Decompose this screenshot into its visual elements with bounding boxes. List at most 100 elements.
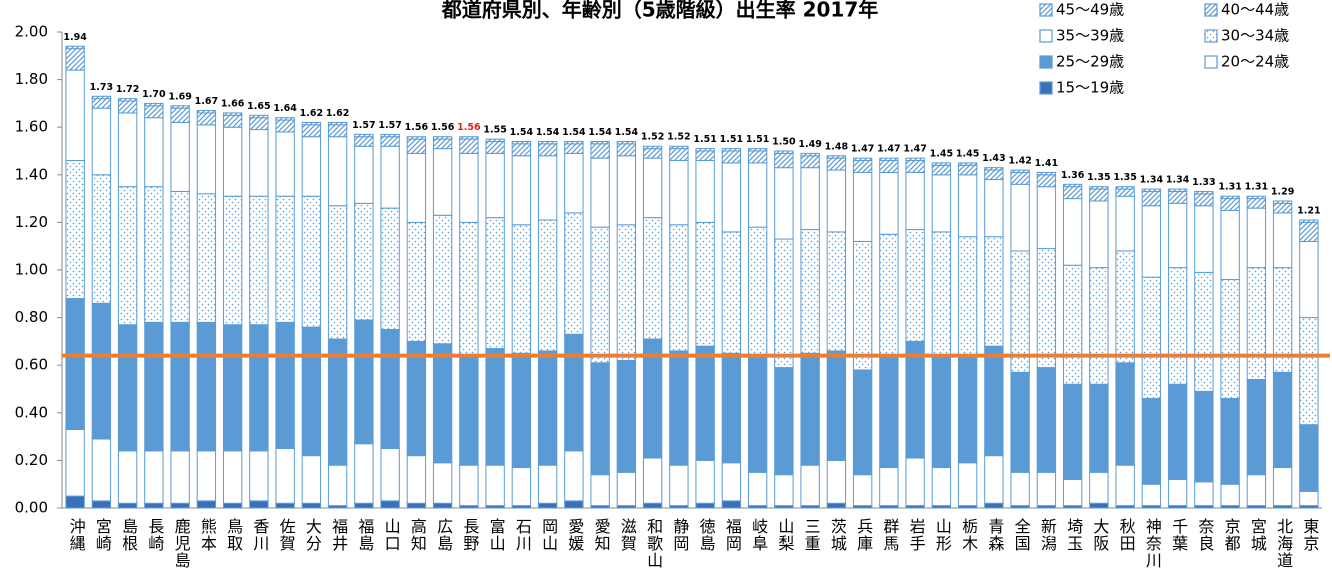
x-tick-label: 秋田 bbox=[1117, 518, 1136, 552]
bar-segment bbox=[905, 157, 925, 162]
bar-segment bbox=[616, 224, 637, 361]
y-tick-label: 1.60 bbox=[15, 118, 48, 136]
bar-segment bbox=[432, 462, 453, 504]
bar-segment bbox=[1220, 398, 1240, 485]
x-tick-label: 鳥取 bbox=[224, 518, 243, 552]
bar-segment bbox=[1115, 464, 1135, 507]
total-label: 1.62 bbox=[300, 108, 323, 119]
bar-segment bbox=[249, 117, 269, 131]
bar-segment bbox=[196, 321, 217, 452]
bar-segment bbox=[1010, 169, 1030, 173]
bar-segment bbox=[65, 69, 85, 162]
total-label: 1.64 bbox=[273, 103, 297, 114]
bar-segment bbox=[616, 359, 637, 473]
bar-segment bbox=[1010, 371, 1030, 473]
bar-segment bbox=[170, 190, 190, 323]
bar-segment bbox=[1089, 188, 1109, 202]
bar-segment bbox=[406, 221, 427, 342]
x-tick-label: 京都 bbox=[1222, 518, 1241, 552]
x-tick-label: 宮城 bbox=[1248, 518, 1267, 552]
bar-segment bbox=[380, 145, 400, 209]
bar-segment bbox=[117, 450, 138, 504]
bar-segment bbox=[984, 345, 1004, 457]
bar-segment bbox=[957, 355, 978, 464]
bar-segment bbox=[354, 319, 374, 445]
bar-segment bbox=[380, 448, 400, 502]
bar-segment bbox=[931, 162, 952, 166]
bar-segment bbox=[774, 474, 794, 507]
bar-segment bbox=[1115, 250, 1135, 364]
bar-segment bbox=[1194, 390, 1214, 483]
legend-label: 30〜34歳 bbox=[1221, 27, 1289, 45]
bar-segment bbox=[91, 95, 112, 100]
bar-segment bbox=[1299, 490, 1319, 507]
x-tick-label: 兵庫 bbox=[854, 518, 873, 552]
x-tick-label: 埼玉 bbox=[1064, 518, 1083, 552]
bar-segment bbox=[380, 133, 400, 138]
bar-segment bbox=[511, 143, 532, 157]
x-tick-label: 広島 bbox=[434, 518, 453, 552]
bar-segment bbox=[826, 157, 847, 171]
legend-label: 45〜49歳 bbox=[1056, 1, 1124, 19]
legend-label: 20〜24歳 bbox=[1221, 53, 1289, 71]
x-tick-label: 全国 bbox=[1012, 518, 1031, 552]
bar-segment bbox=[196, 450, 217, 502]
total-label: 1.54 bbox=[536, 127, 560, 138]
bar-segment bbox=[669, 160, 689, 226]
bar-segment bbox=[852, 157, 873, 162]
bar-segment bbox=[800, 152, 820, 157]
y-tick-label: 0.20 bbox=[15, 451, 48, 469]
bar-segment bbox=[1220, 483, 1240, 507]
bar-segment bbox=[196, 500, 217, 509]
bar-segment bbox=[852, 160, 873, 173]
total-label: 1.62 bbox=[326, 108, 349, 119]
total-label: 1.33 bbox=[1192, 177, 1215, 188]
bar-segment bbox=[1299, 221, 1319, 242]
bar-segment bbox=[1246, 378, 1267, 476]
bar-segment bbox=[642, 217, 663, 340]
x-tick-label: 福井 bbox=[329, 518, 348, 552]
bar-segment bbox=[301, 124, 322, 138]
x-tick-label: 岡山 bbox=[539, 518, 558, 552]
bar-segment bbox=[301, 136, 322, 197]
bar-segment bbox=[852, 474, 873, 507]
bar-segment bbox=[275, 131, 295, 197]
total-label: 1.47 bbox=[903, 144, 926, 155]
bar-segment bbox=[721, 462, 742, 502]
bar-segment bbox=[485, 140, 505, 154]
bar-segment bbox=[1194, 190, 1214, 195]
bar-segment bbox=[537, 143, 558, 157]
bar-segment bbox=[800, 464, 820, 507]
bar-segment bbox=[222, 324, 243, 452]
x-tick-label: 神奈川 bbox=[1143, 518, 1162, 569]
total-label: 1.54 bbox=[510, 127, 534, 138]
bar-segment bbox=[695, 221, 715, 347]
bar-segment bbox=[1010, 171, 1030, 185]
total-label: 1.54 bbox=[615, 127, 639, 138]
bar-segment bbox=[957, 236, 978, 357]
total-label: 1.35 bbox=[1087, 172, 1110, 183]
bar-segment bbox=[511, 352, 532, 469]
bar-segment bbox=[275, 195, 295, 323]
x-tick-label: 静岡 bbox=[670, 518, 689, 552]
bar-segment bbox=[432, 502, 453, 509]
bar-segment bbox=[144, 117, 164, 188]
bar-segment bbox=[1167, 190, 1188, 204]
bar-segment bbox=[249, 450, 269, 502]
bar-segment bbox=[931, 174, 952, 233]
bar-segment bbox=[144, 105, 164, 119]
bar-segment bbox=[984, 167, 1004, 171]
legend-swatch bbox=[1039, 55, 1053, 69]
bar-segment bbox=[1036, 171, 1057, 176]
total-label: 1.48 bbox=[825, 141, 849, 152]
bar-segment bbox=[65, 298, 85, 430]
x-tick-label: 大分 bbox=[303, 518, 322, 552]
bar-segment bbox=[957, 174, 978, 238]
x-tick-label: 山梨 bbox=[775, 518, 794, 552]
total-label: 1.56 bbox=[405, 122, 429, 133]
bar-segment bbox=[65, 495, 85, 509]
legend-label: 15〜19歳 bbox=[1056, 79, 1124, 97]
bar-segment bbox=[905, 340, 925, 459]
bar-segment bbox=[852, 240, 873, 371]
x-tick-label: 長崎 bbox=[145, 518, 164, 552]
